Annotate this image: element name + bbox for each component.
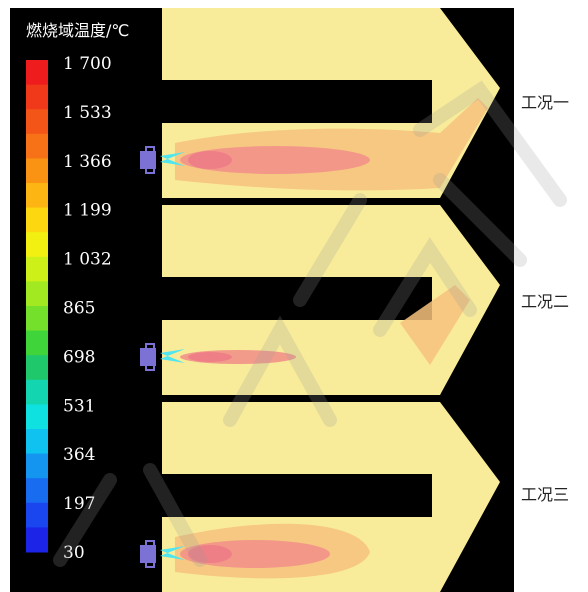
colorbar-segment [26, 453, 48, 479]
colorbar-segment [26, 527, 48, 553]
fuel-jet [160, 152, 185, 166]
colorbar-tick-label: 1 700 [63, 54, 112, 74]
colorbar-tick-label: 865 [63, 299, 95, 319]
case-panel-3 [140, 402, 500, 592]
colorbar-segment [26, 207, 48, 233]
colorbar-segment [26, 404, 48, 430]
watermark-strokes [53, 80, 567, 567]
case-label-1: 工况一 [521, 93, 569, 112]
contour-panels [140, 8, 500, 592]
colorbar-tick-label: 698 [63, 347, 95, 367]
burner-frame [145, 540, 155, 568]
warm-zone [400, 285, 470, 365]
burner-frame [145, 343, 155, 371]
flame-root [188, 545, 232, 563]
watermark [53, 80, 567, 567]
colorbar-tick-label: 197 [63, 494, 95, 514]
temperature-legend: 燃烧域温度/℃ 1 700 1 533 1 366 1 199 1 032 865 698 5… [26, 21, 129, 563]
colorbar-segment [26, 355, 48, 381]
colorbar-tick-label: 1 032 [63, 250, 112, 270]
colorbar-segment [26, 330, 48, 356]
colorbar-segment [26, 502, 48, 528]
case-labels: 工况一 工况二 工况三 [521, 93, 569, 504]
colorbar-tick-label: 1 366 [63, 152, 112, 172]
case-label-2: 工况二 [521, 292, 569, 311]
colorbar-tick-label: 1 199 [63, 201, 112, 221]
colorbar-segment [26, 109, 48, 135]
colorbar-tick-label: 531 [63, 396, 95, 416]
legend-title: 燃烧域温度/℃ [26, 21, 129, 40]
burner-nozzle [140, 545, 156, 563]
colorbar-segment [26, 379, 48, 405]
colorbar-segment [26, 281, 48, 307]
flame-root [188, 151, 232, 169]
colorbar-segment [26, 158, 48, 184]
combustion-domain [162, 205, 500, 395]
colorbar-segment [26, 429, 48, 455]
colorbar-segment [26, 84, 48, 110]
burner-nozzle [140, 151, 156, 169]
flame-root [188, 352, 232, 362]
colorbar-segment [26, 60, 48, 86]
colorbar-tick-label: 30 [63, 543, 85, 563]
colorbar-ticks: 1 700 1 533 1 366 1 199 1 032 865 698 531 364 197… [63, 54, 112, 563]
case-label-3: 工况三 [521, 485, 569, 504]
colorbar-segment [26, 306, 48, 332]
burner-nozzle [140, 348, 156, 366]
colorbar-tick-label: 364 [63, 445, 95, 465]
colorbar-segment [26, 183, 48, 209]
burner-frame [145, 146, 155, 174]
case-panel-2 [140, 205, 500, 395]
flame-core [180, 146, 370, 174]
colorbar-segment [26, 232, 48, 258]
colorbar [26, 60, 48, 553]
fuel-jet [160, 546, 185, 560]
colorbar-segment [26, 256, 48, 282]
colorbar-tick-label: 1 533 [63, 103, 112, 123]
colorbar-segment [26, 133, 48, 159]
plot-background [10, 8, 514, 592]
case-panel-1 [140, 8, 500, 198]
colorbar-segment [26, 478, 48, 504]
fuel-jet [160, 349, 185, 363]
